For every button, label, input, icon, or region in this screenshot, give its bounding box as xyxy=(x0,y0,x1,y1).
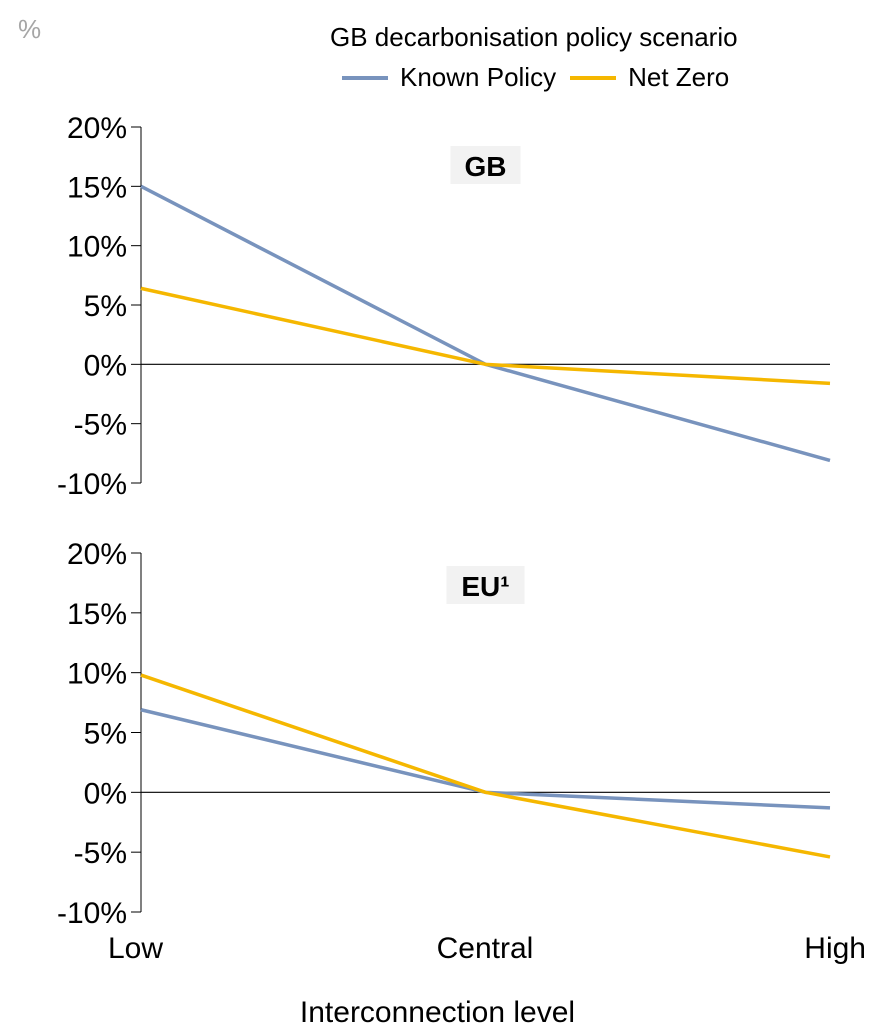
legend-swatch-net-zero xyxy=(570,75,617,80)
legend-swatch-known-policy xyxy=(342,75,388,80)
legend-label-net-zero: Net Zero xyxy=(628,62,730,92)
y-tick-label-gb: -5% xyxy=(74,409,127,442)
y-tick-label-eu: 20% xyxy=(67,538,127,571)
y-tick-label-gb: 10% xyxy=(67,231,127,264)
y-tick-label-gb: 5% xyxy=(84,290,127,323)
legend: Known Policy Net Zero xyxy=(342,62,743,93)
y-tick-label-eu: -10% xyxy=(57,897,127,930)
panel-title-bg-eu xyxy=(446,566,525,604)
series-line-gb-net-zero xyxy=(140,286,831,386)
panel-title-bg-gb xyxy=(450,146,521,184)
x-tick-label: Central xyxy=(437,932,534,965)
y-tick-label-eu: -5% xyxy=(74,837,127,870)
y-tick-label-gb: -10% xyxy=(57,468,127,501)
legend-item-known-policy: Known Policy xyxy=(342,62,556,93)
x-axis-title: Interconnection level xyxy=(299,996,576,1029)
legend-label-known-policy: Known Policy xyxy=(400,62,557,92)
y-tick-label-gb: 0% xyxy=(84,349,127,382)
legend-title: GB decarbonisation policy scenario xyxy=(330,22,738,52)
y-tick-label-eu: 10% xyxy=(67,658,127,691)
y-tick-label-eu: 0% xyxy=(84,777,127,810)
panel-title-gb: GB xyxy=(465,151,507,182)
legend-item-net-zero: Net Zero xyxy=(570,62,729,93)
x-tick-label: Low xyxy=(108,932,163,965)
x-tick-label: High xyxy=(804,932,866,965)
unit-label: % xyxy=(18,14,42,44)
series-line-gb-known-policy xyxy=(140,184,831,463)
y-tick-label-gb: 15% xyxy=(67,171,127,204)
panel-title-eu: EU¹ xyxy=(461,571,509,602)
y-tick-label-eu: 15% xyxy=(67,598,127,631)
y-tick-label-gb: 20% xyxy=(67,112,127,145)
y-tick-label-eu: 5% xyxy=(84,718,127,751)
series-line-eu-net-zero xyxy=(140,673,831,859)
